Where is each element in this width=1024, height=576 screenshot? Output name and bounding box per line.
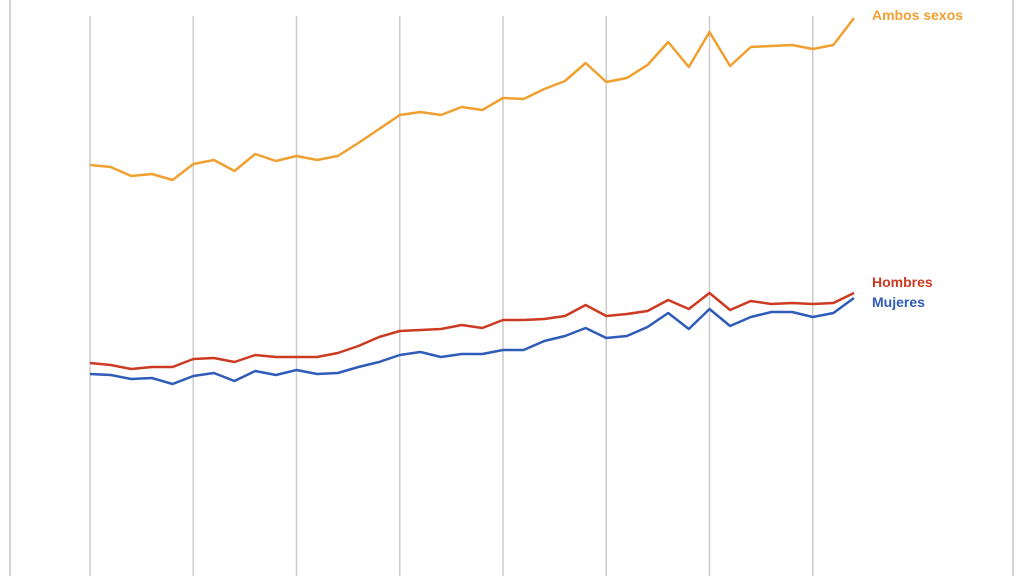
chart-frame xyxy=(9,0,1014,576)
series-lines xyxy=(89,17,855,386)
vertical-gridlines xyxy=(89,16,814,576)
series-line-mujeres xyxy=(89,296,855,386)
series-line-ambos-sexos xyxy=(89,17,855,182)
series-line-hombres xyxy=(89,291,855,371)
legend-label-mujeres: Mujeres xyxy=(872,294,925,310)
legend-label-hombres: Hombres xyxy=(872,274,933,290)
legend-label-ambos-sexos: Ambos sexos xyxy=(872,7,963,23)
